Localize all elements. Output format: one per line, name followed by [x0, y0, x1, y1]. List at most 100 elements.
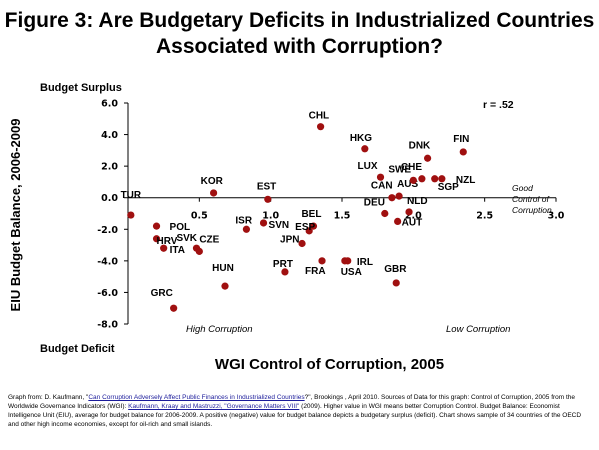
good-control-label-line: Corruption	[512, 205, 552, 215]
y-tick-label: -4.0	[97, 256, 118, 267]
good-control-label: Good Control of Corruption	[512, 183, 552, 215]
point-label-bel: BEL	[301, 209, 321, 220]
data-point-jpn	[298, 239, 306, 248]
data-point-pol	[152, 222, 161, 230]
point-label-ita: ITA	[170, 245, 185, 256]
low-corruption-label: Low Corruption	[446, 324, 510, 335]
point-label-swe: SWE	[388, 164, 411, 175]
point-label-hkg: HKG	[350, 133, 372, 144]
point-label-chl: CHL	[309, 111, 330, 122]
point-label-svn: SVN	[269, 220, 290, 231]
data-point-tur	[127, 211, 135, 219]
data-point-bel	[309, 222, 318, 230]
data-point-esp	[305, 227, 313, 235]
point-label-est: EST	[257, 181, 276, 192]
source-link-article[interactable]: Can Corruption Adversely Affect Public F…	[88, 394, 305, 401]
data-point-che	[418, 175, 426, 183]
y-tick-label: 6.0	[101, 99, 118, 110]
x-tick-label: 3.0	[548, 211, 565, 222]
source-link-wgi[interactable]: Kaufmann, Kraay and Mastruzzi, "Governan…	[128, 403, 300, 410]
y-tick-label: 2.0	[101, 162, 118, 173]
data-point-deu	[381, 209, 389, 218]
data-point-hkg	[361, 145, 369, 153]
point-label-che: CHE	[401, 162, 422, 173]
x-tick-label: 0.5	[191, 211, 208, 222]
x-tick-label: 2.5	[476, 211, 493, 222]
point-label-isr: ISR	[235, 215, 252, 226]
data-point-grc	[170, 304, 178, 312]
data-point-fin	[459, 148, 467, 156]
point-label-esp: ESP	[295, 222, 315, 233]
point-label-lux: LUX	[358, 161, 378, 172]
data-point-kor	[210, 189, 218, 197]
data-point-usa	[344, 257, 352, 265]
data-point-can	[388, 194, 396, 202]
point-label-deu: DEU	[364, 198, 385, 209]
data-point-aus	[395, 192, 403, 200]
point-label-nzl: NZL	[456, 175, 475, 186]
point-label-gbr: GBR	[384, 264, 407, 275]
point-label-irl: IRL	[357, 257, 373, 268]
data-point-ita	[160, 244, 168, 252]
budget-deficit-label: Budget Deficit	[40, 343, 115, 355]
x-tick-label: 1.0	[262, 211, 279, 222]
point-label-sgp: SGP	[438, 182, 459, 193]
good-control-label-line: Control of	[512, 194, 550, 204]
data-point-svn	[259, 219, 268, 227]
point-label-can: CAN	[371, 181, 393, 192]
y-tick-label: 4.0	[101, 130, 118, 141]
high-corruption-label: High Corruption	[186, 324, 253, 335]
data-point-nld	[405, 208, 413, 216]
correlation-annotation: r = .52	[483, 99, 514, 111]
source-text-3: (2009). Higher value in WGI means better…	[8, 403, 582, 428]
data-point-hrv	[152, 235, 161, 243]
y-tick-label: -6.0	[97, 288, 118, 299]
good-control-label-line: Good	[512, 183, 533, 193]
data-point-fra	[318, 257, 326, 265]
point-label-aus: AUS	[397, 179, 418, 190]
data-point-gbr	[392, 279, 400, 287]
data-point-swe	[409, 176, 417, 184]
data-point-aut	[394, 217, 402, 225]
x-tick-label: 2.0	[405, 211, 422, 222]
point-label-hrv: HRV	[157, 236, 178, 247]
budget-surplus-label: Budget Surplus	[40, 82, 122, 94]
point-label-aut: AUT	[402, 217, 423, 228]
x-axis-title-text: WGI Control of Corruption, 2005	[214, 356, 445, 373]
point-label-tur: TUR	[121, 190, 142, 201]
data-point-dnk	[424, 154, 432, 162]
y-tick-label: -2.0	[97, 225, 118, 236]
data-point-est	[264, 195, 272, 203]
source-text-2: ?", Brookings , April 2010. Sources of D…	[8, 394, 576, 410]
point-label-svk: SVK	[176, 233, 197, 244]
data-point-prt	[281, 268, 289, 276]
point-label-nld: NLD	[407, 196, 428, 207]
y-tick-label: -8.0	[97, 320, 118, 331]
data-point-cze	[195, 247, 203, 255]
data-point-nzl	[438, 175, 446, 183]
source-note: Graph from: D. Kaufmann, "Can Corruption…	[8, 393, 593, 429]
point-label-jpn: JPN	[280, 234, 299, 245]
source-text-1: Graph from: D. Kaufmann, "	[8, 394, 89, 401]
data-point-lux	[376, 173, 385, 181]
point-label-cze: CZE	[199, 234, 219, 245]
point-label-dnk: DNK	[409, 140, 431, 151]
x-axis-title: WGI Control of Corruption, 2005	[0, 356, 599, 373]
y-tick-label: 0.0	[101, 193, 118, 204]
point-label-prt: PRT	[273, 259, 293, 270]
point-label-kor: KOR	[201, 176, 224, 187]
data-point-isr	[242, 225, 251, 233]
data-point-sgp	[431, 175, 439, 183]
data-point-chl	[317, 123, 325, 131]
point-label-pol: POL	[170, 222, 191, 233]
point-label-usa: USA	[341, 267, 362, 278]
point-label-hun: HUN	[212, 263, 234, 274]
data-point-hun	[221, 282, 229, 290]
chart-title: Figure 3: Are Budgetary Deficits in Indu…	[4, 9, 595, 58]
x-tick-label: 1.5	[334, 211, 351, 222]
point-label-fin: FIN	[453, 134, 469, 145]
y-axis-title: EIU Budget Balance, 2006-2009	[8, 118, 23, 312]
point-label-grc: GRC	[151, 288, 173, 299]
point-label-fra: FRA	[305, 266, 326, 277]
